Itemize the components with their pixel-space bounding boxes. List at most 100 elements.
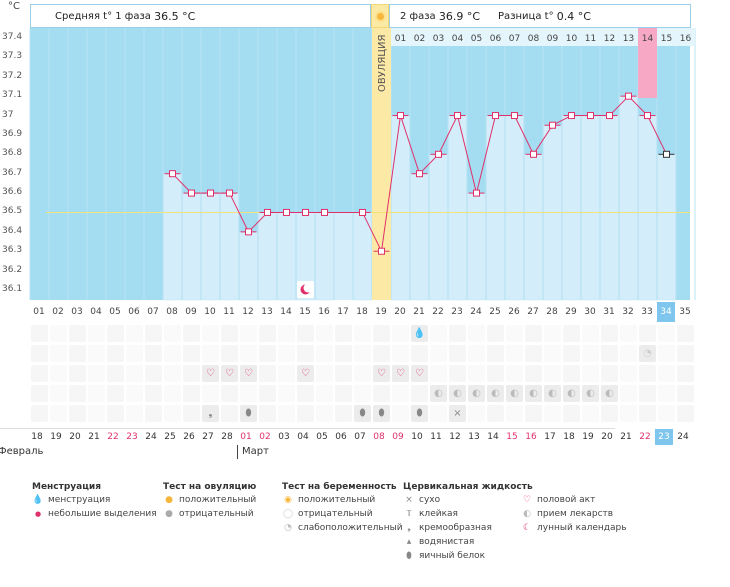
calendar-date[interactable]: 01 xyxy=(240,432,252,442)
symptom-cell[interactable] xyxy=(31,325,48,342)
symptom-cell[interactable] xyxy=(582,325,599,342)
symptom-cell[interactable] xyxy=(164,385,181,402)
calendar-date[interactable]: 24 xyxy=(677,432,689,442)
symptom-cell[interactable] xyxy=(164,325,181,342)
symptom-cell[interactable] xyxy=(88,385,105,402)
cycle-day[interactable]: 14 xyxy=(280,307,292,317)
calendar-date[interactable]: 23 xyxy=(655,429,673,445)
symptom-cell[interactable] xyxy=(335,385,352,402)
cycle-day[interactable]: 01 xyxy=(33,307,45,317)
symptom-cell[interactable] xyxy=(525,365,542,382)
symptom-cell[interactable] xyxy=(392,325,409,342)
calendar-date[interactable]: 28 xyxy=(221,432,233,442)
symptom-mark[interactable]: ❟ xyxy=(202,405,219,422)
temp-point[interactable] xyxy=(473,189,480,197)
symptom-cell[interactable] xyxy=(164,405,181,422)
symptom-cell[interactable] xyxy=(563,405,580,422)
symptom-mark[interactable]: ♡ xyxy=(411,365,428,382)
symptom-cell[interactable] xyxy=(601,345,618,362)
symptom-mark[interactable]: ♡ xyxy=(392,365,409,382)
cycle-day[interactable]: 12 xyxy=(242,307,254,317)
symptom-cell[interactable] xyxy=(563,325,580,342)
temp-point[interactable] xyxy=(397,112,404,120)
temp-point[interactable] xyxy=(663,150,670,158)
symptom-mark[interactable]: ◐ xyxy=(582,385,599,402)
symptom-cell[interactable] xyxy=(354,385,371,402)
symptom-cell[interactable] xyxy=(259,365,276,382)
symptom-cell[interactable] xyxy=(392,385,409,402)
symptom-mark[interactable]: ◐ xyxy=(506,385,523,402)
symptom-cell[interactable] xyxy=(145,385,162,402)
symptom-mark[interactable]: ◐ xyxy=(430,385,447,402)
symptom-cell[interactable] xyxy=(677,325,694,342)
calendar-date[interactable]: 22 xyxy=(107,432,119,442)
symptom-cell[interactable] xyxy=(601,365,618,382)
symptom-mark[interactable]: ♡ xyxy=(221,365,238,382)
temp-point[interactable] xyxy=(264,208,271,216)
symptom-cell[interactable] xyxy=(221,325,238,342)
symptom-cell[interactable] xyxy=(677,385,694,402)
symptom-cell[interactable] xyxy=(126,345,143,362)
symptom-cell[interactable] xyxy=(31,405,48,422)
symptom-mark[interactable]: ♡ xyxy=(202,365,219,382)
symptom-cell[interactable] xyxy=(658,385,675,402)
calendar-date[interactable]: 07 xyxy=(354,432,366,442)
temp-point[interactable] xyxy=(245,228,252,236)
cycle-day[interactable]: 04 xyxy=(90,307,102,317)
symptom-cell[interactable] xyxy=(297,345,314,362)
cycle-day[interactable]: 30 xyxy=(584,307,596,317)
symptom-cell[interactable] xyxy=(316,365,333,382)
symptom-cell[interactable] xyxy=(373,385,390,402)
symptom-cell[interactable] xyxy=(487,345,504,362)
cycle-day[interactable]: 17 xyxy=(337,307,349,317)
symptom-cell[interactable] xyxy=(31,365,48,382)
calendar-date[interactable]: 04 xyxy=(297,432,309,442)
symptom-cell[interactable] xyxy=(487,365,504,382)
symptom-cell[interactable] xyxy=(373,345,390,362)
cycle-day[interactable]: 19 xyxy=(375,307,387,317)
cycle-day[interactable]: 15 xyxy=(299,307,311,317)
cycle-day[interactable]: 28 xyxy=(546,307,558,317)
symptom-cell[interactable] xyxy=(221,405,238,422)
temp-point[interactable] xyxy=(283,208,290,216)
symptom-cell[interactable] xyxy=(544,405,561,422)
calendar-date[interactable]: 12 xyxy=(449,432,461,442)
calendar-date[interactable]: 18 xyxy=(563,432,575,442)
symptom-cell[interactable] xyxy=(506,325,523,342)
cycle-day[interactable]: 18 xyxy=(356,307,368,317)
symptom-cell[interactable] xyxy=(506,365,523,382)
cycle-day[interactable]: 13 xyxy=(261,307,273,317)
symptom-cell[interactable] xyxy=(50,405,67,422)
cycle-day[interactable]: 22 xyxy=(432,307,444,317)
symptom-cell[interactable] xyxy=(145,405,162,422)
symptom-cell[interactable] xyxy=(525,325,542,342)
temp-point[interactable] xyxy=(416,170,423,178)
temp-point[interactable] xyxy=(549,121,556,129)
calendar-date[interactable]: 25 xyxy=(164,432,176,442)
symptom-cell[interactable] xyxy=(183,385,200,402)
temp-point[interactable] xyxy=(606,112,613,120)
cycle-day[interactable]: 32 xyxy=(622,307,634,317)
symptom-cell[interactable] xyxy=(69,345,86,362)
symptom-cell[interactable] xyxy=(297,405,314,422)
temp-point[interactable] xyxy=(435,150,442,158)
symptom-mark[interactable]: ◐ xyxy=(601,385,618,402)
calendar-date[interactable]: 09 xyxy=(392,432,404,442)
temp-point[interactable] xyxy=(530,150,537,158)
symptom-cell[interactable] xyxy=(107,405,124,422)
symptom-cell[interactable] xyxy=(658,345,675,362)
symptom-mark[interactable]: ⬮ xyxy=(411,405,428,422)
cycle-day[interactable]: 16 xyxy=(318,307,330,317)
symptom-mark[interactable]: × xyxy=(449,405,466,422)
symptom-cell[interactable] xyxy=(620,385,637,402)
symptom-cell[interactable] xyxy=(601,325,618,342)
symptom-cell[interactable] xyxy=(544,345,561,362)
symptom-cell[interactable] xyxy=(69,385,86,402)
symptom-cell[interactable] xyxy=(430,365,447,382)
symptom-cell[interactable] xyxy=(392,405,409,422)
symptom-cell[interactable] xyxy=(50,365,67,382)
calendar-date[interactable]: 20 xyxy=(69,432,81,442)
symptom-cell[interactable] xyxy=(639,405,656,422)
symptom-cell[interactable] xyxy=(278,345,295,362)
temp-point[interactable] xyxy=(454,112,461,120)
